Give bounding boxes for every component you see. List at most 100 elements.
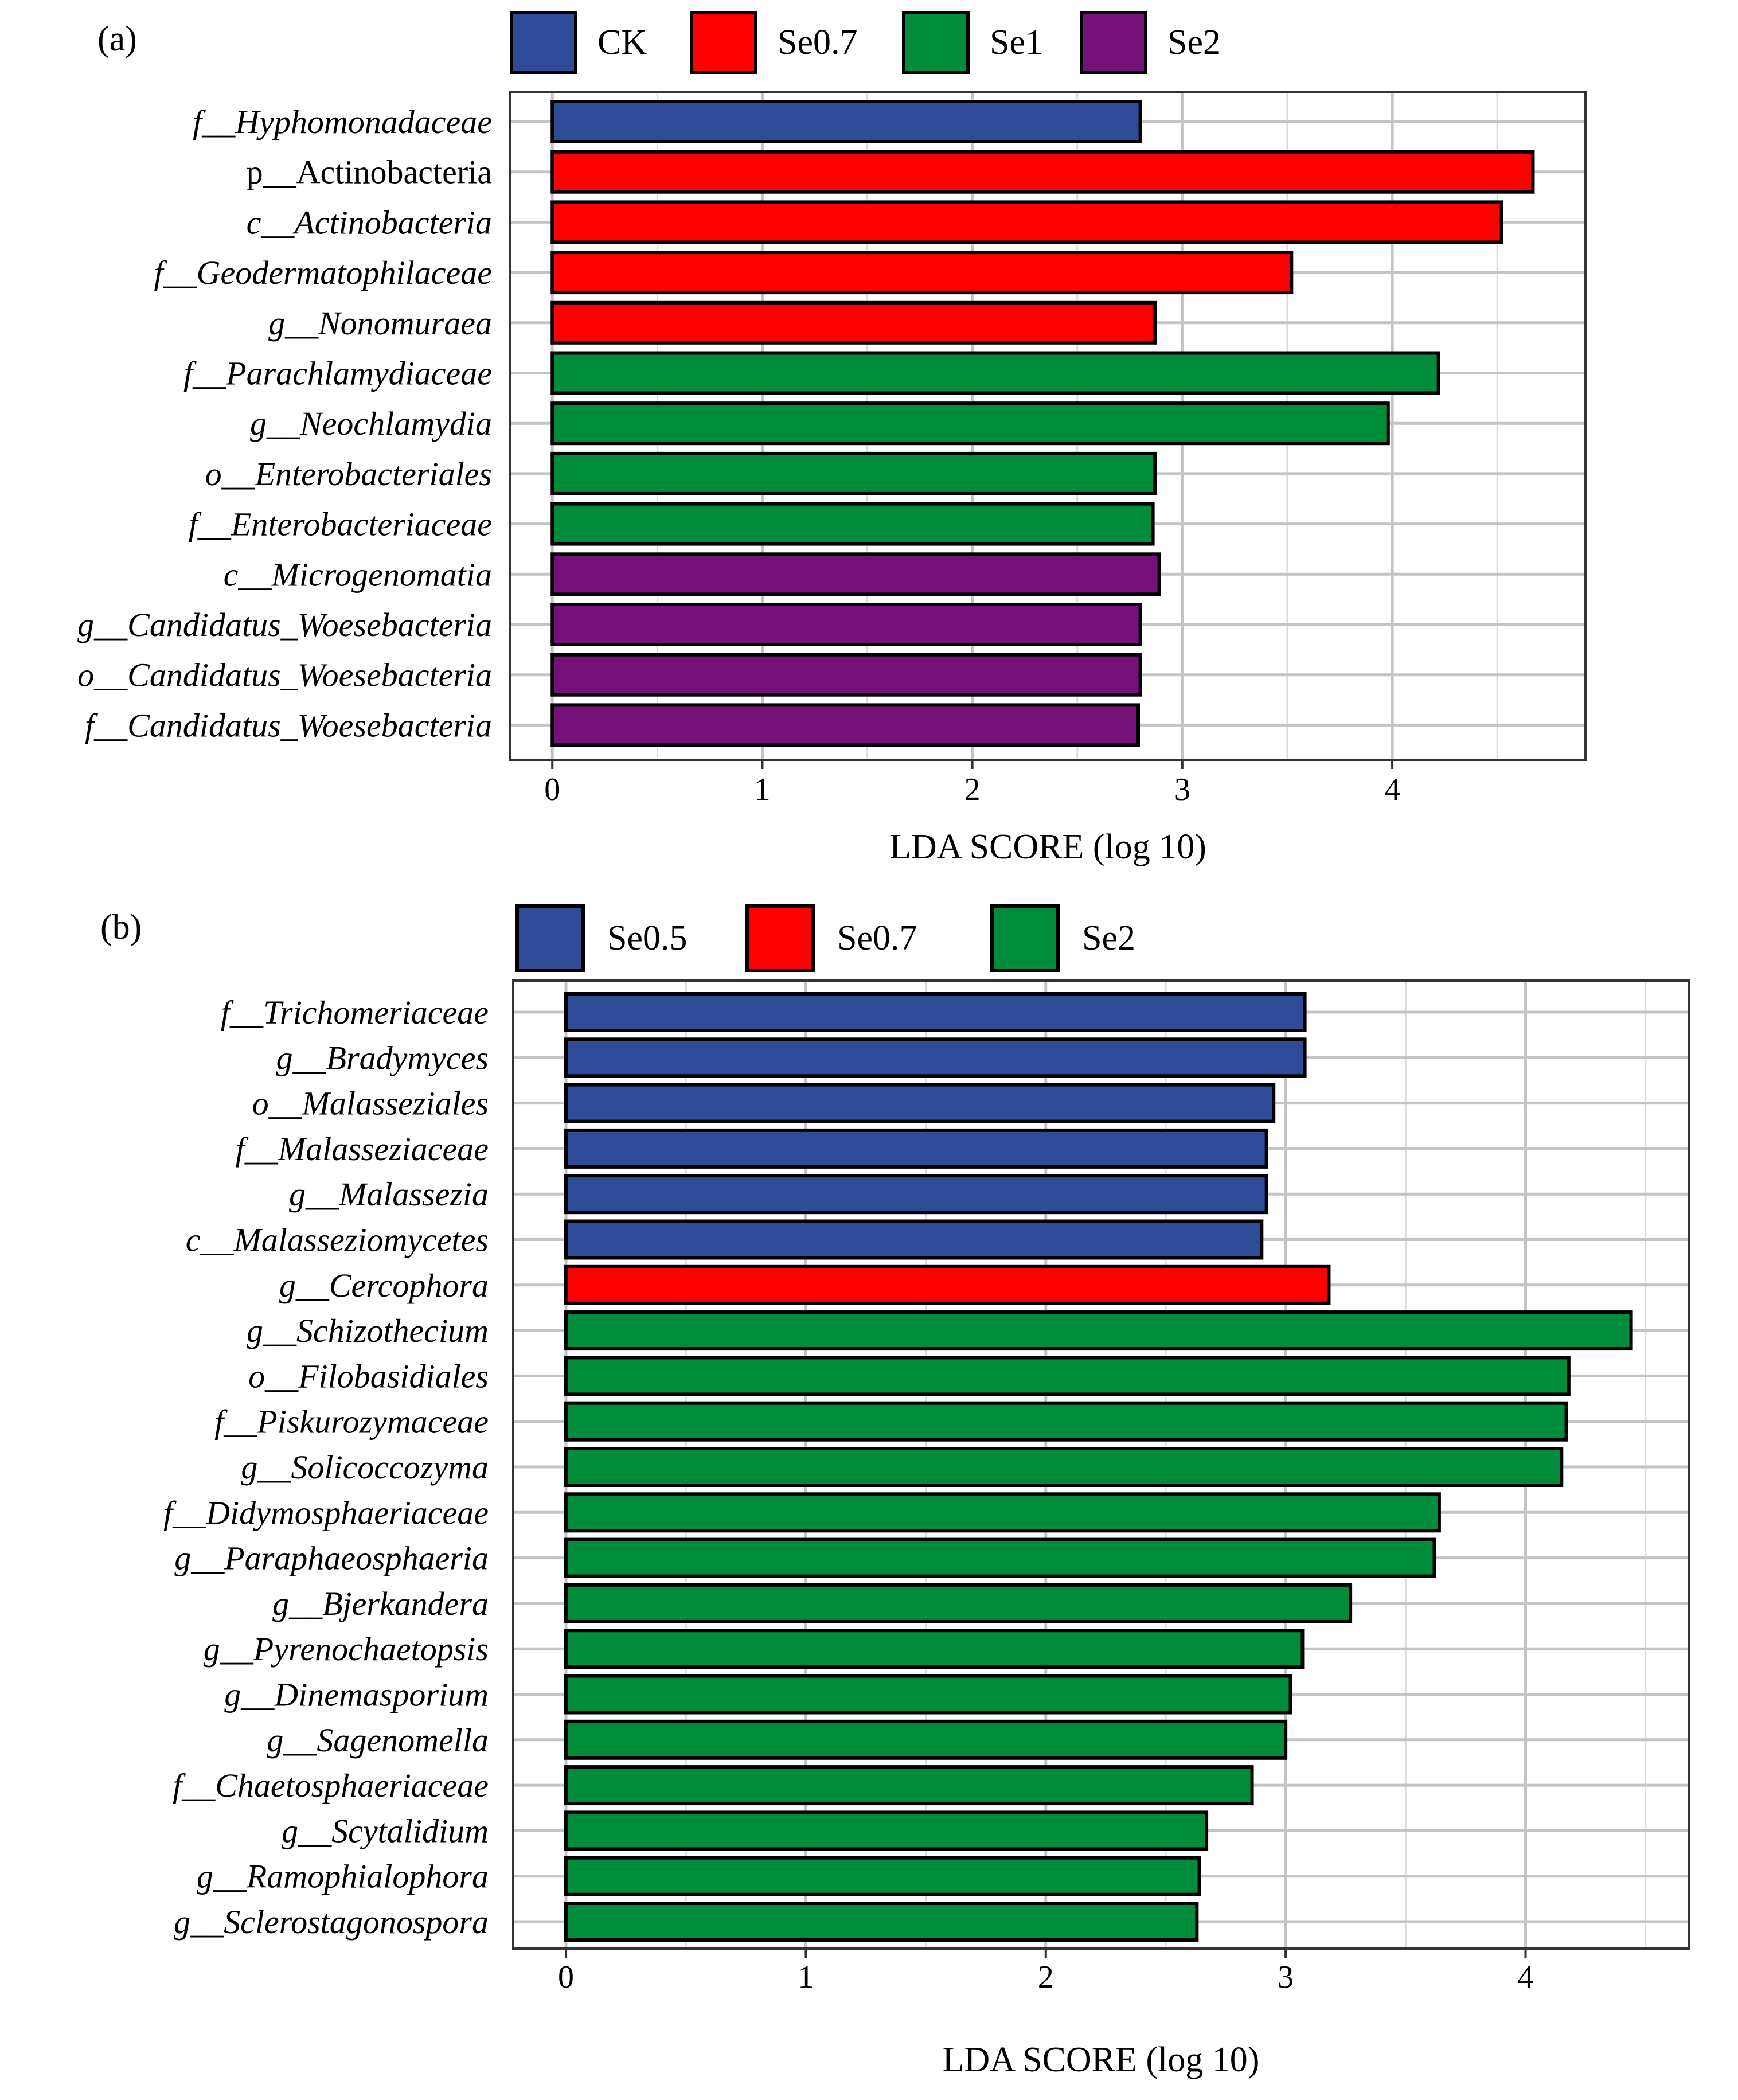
plot-frame <box>512 979 1690 1950</box>
taxon-label: g__Bradymyces <box>276 1039 489 1076</box>
x-axis: 0 1 2 3 4 LDA SCORE (log 10) <box>558 1949 1534 2079</box>
bar-g-Candidatus_Woesebacteria <box>550 603 1142 646</box>
taxon-label: g__Schizothecium <box>247 1312 489 1349</box>
taxon-label: f__Malasseziaceae <box>236 1130 489 1168</box>
bar-f-Malasseziaceae <box>564 1128 1268 1169</box>
legend-swatch-Se1 <box>902 11 970 74</box>
legend-swatch-Se0.7 <box>690 11 757 74</box>
taxon-label: g__Candidatus_Woesebacteria <box>77 606 492 643</box>
taxon-labels: f__Trichomeriaceae g__Bradymyces o__Malass… <box>163 994 489 1941</box>
taxon-label: g__Malassezia <box>289 1176 489 1213</box>
x-axis: 0 1 2 3 4 LDA SCORE (log 10) <box>544 760 1400 866</box>
legend: Se0.5 Se0.7 Se2 <box>515 904 1135 972</box>
taxon-label: o__Filobasidiales <box>248 1357 489 1395</box>
legend-label-CK: CK <box>597 23 647 62</box>
bar-f-Enterobacteriaceae <box>550 502 1155 546</box>
bar-g-Solicoccozyma <box>564 1447 1564 1487</box>
taxon-label: f__Enterobacteriaceae <box>189 506 492 543</box>
bar-f-Parachlamydiaceae <box>550 351 1440 395</box>
taxon-label: f__Geodermatophilaceae <box>154 254 492 291</box>
taxon-label: f__Hyphomonadaceae <box>193 103 492 140</box>
bar-g-Bjerkandera <box>564 1583 1353 1623</box>
taxon-label: c__Microgenomatia <box>224 556 492 593</box>
bar-o-Filobasidiales <box>564 1356 1571 1396</box>
bar-o-Enterobacteriales <box>550 451 1157 495</box>
chart-panel-b: (b) Se0.5 Se0.7 Se2 f__Trichomeriaceae g__Bra… <box>100 904 1690 2079</box>
x-tick-label: 2 <box>1038 1960 1054 1995</box>
taxon-labels: f__Hyphomonadaceae p__Actinobacteria c__Ac… <box>77 103 492 744</box>
bar-o-Candidatus_Woesebacteria <box>550 653 1142 697</box>
bar-f-Candidatus_Woesebacteria <box>550 703 1140 747</box>
bars <box>564 992 1633 1942</box>
taxon-label: g__Scytalidium <box>282 1812 489 1849</box>
taxon-label: g__Bjerkandera <box>272 1585 489 1622</box>
taxon-label: f__Piskurozymaceae <box>214 1403 489 1441</box>
bar-g-Ramophialophora <box>564 1856 1201 1896</box>
bar-f-Geodermatophilaceae <box>550 251 1294 295</box>
bars <box>550 100 1535 747</box>
x-axis-title: LDA SCORE (log 10) <box>889 827 1206 866</box>
x-tick-label: 1 <box>798 1960 814 1995</box>
legend-label-Se2: Se2 <box>1167 23 1221 62</box>
taxon-label: f__Candidatus_Woesebacteria <box>85 706 492 744</box>
taxon-label: g__Paraphaeosphaeria <box>174 1540 489 1577</box>
bar-g-Nonomuraea <box>550 300 1157 345</box>
legend-label-Se1: Se1 <box>990 23 1043 62</box>
taxon-label: g__Neochlamydia <box>250 405 492 442</box>
taxon-label: g__Ramophialophora <box>197 1858 489 1895</box>
x-tick-label: 3 <box>1174 772 1190 807</box>
chart-panel-a: (a) CK Se0.7 Se1 Se2 f__Hyphomonadaceae p__Act… <box>77 11 1587 866</box>
bar-f-Didymosphaeriaceae <box>564 1492 1441 1533</box>
bar-g-Scytalidium <box>564 1810 1209 1851</box>
legend-swatch-Se2 <box>990 904 1060 972</box>
plot-frame <box>509 91 1587 761</box>
taxon-label: o__Candidatus_Woesebacteria <box>77 657 492 694</box>
x-tick-label: 0 <box>544 772 560 807</box>
taxon-label: g__Solicoccozyma <box>241 1449 489 1486</box>
bar-o-Malasseziales <box>564 1083 1276 1123</box>
x-tick-label: 0 <box>558 1960 574 1995</box>
bar-g-Cercophora <box>564 1264 1331 1305</box>
bar-g-Schizothecium <box>564 1310 1633 1351</box>
panel-label: (a) <box>97 19 137 58</box>
legend-label-Se0.5: Se0.5 <box>607 919 688 958</box>
bar-g-Pyrenochaetopsis <box>564 1629 1305 1669</box>
bar-g-Paraphaeosphaeria <box>564 1537 1436 1578</box>
taxon-label: f__Trichomeriaceae <box>221 994 489 1031</box>
x-tick-label: 4 <box>1384 772 1400 807</box>
bar-g-Sclerostagonospora <box>564 1902 1199 1942</box>
panel-label: (b) <box>100 908 142 947</box>
bar-c-Malasseziomycetes <box>564 1219 1264 1260</box>
taxon-label: p__Actinobacteria <box>247 154 492 191</box>
legend-swatch-Se2 <box>1080 11 1147 74</box>
legend-label-Se0.7: Se0.7 <box>778 23 858 62</box>
bar-g-Neochlamydia <box>550 401 1390 446</box>
legend-label-Se2: Se2 <box>1082 919 1135 958</box>
taxon-label: g__Pyrenochaetopsis <box>204 1630 489 1668</box>
taxon-label: o__Enterobacteriales <box>205 455 492 493</box>
bar-p-Actinobacteria <box>550 150 1535 194</box>
bar-c-Actinobacteria <box>550 200 1503 244</box>
legend-swatch-CK <box>510 11 577 74</box>
taxon-label: f__Parachlamydiaceae <box>183 355 492 392</box>
taxon-label: g__Cercophora <box>279 1267 489 1304</box>
legend: CK Se0.7 Se1 Se2 <box>510 11 1221 74</box>
x-tick-label: 1 <box>754 772 770 807</box>
taxon-label: c__Malasseziomycetes <box>186 1221 489 1259</box>
taxon-label: g__Sagenomella <box>267 1722 489 1759</box>
legend-swatch-Se0.5 <box>515 904 585 972</box>
taxon-label: g__Sclerostagonospora <box>174 1903 489 1941</box>
legend-label-Se0.7: Se0.7 <box>837 919 917 958</box>
bar-f-Piskurozymaceae <box>564 1401 1568 1442</box>
x-tick-label: 3 <box>1278 1960 1294 1995</box>
bar-g-Sagenomella <box>564 1719 1288 1760</box>
taxon-label: g__Nonomuraea <box>268 305 492 342</box>
bar-f-Trichomeriaceae <box>564 992 1307 1032</box>
bar-g-Malassezia <box>564 1174 1268 1215</box>
taxon-label: g__Dinemasporium <box>224 1676 489 1713</box>
bar-g-Bradymyces <box>564 1037 1307 1078</box>
legend-swatch-Se0.7 <box>745 904 815 972</box>
x-tick-label: 4 <box>1518 1960 1534 1995</box>
bar-f-Hyphomonadaceae <box>550 100 1142 143</box>
